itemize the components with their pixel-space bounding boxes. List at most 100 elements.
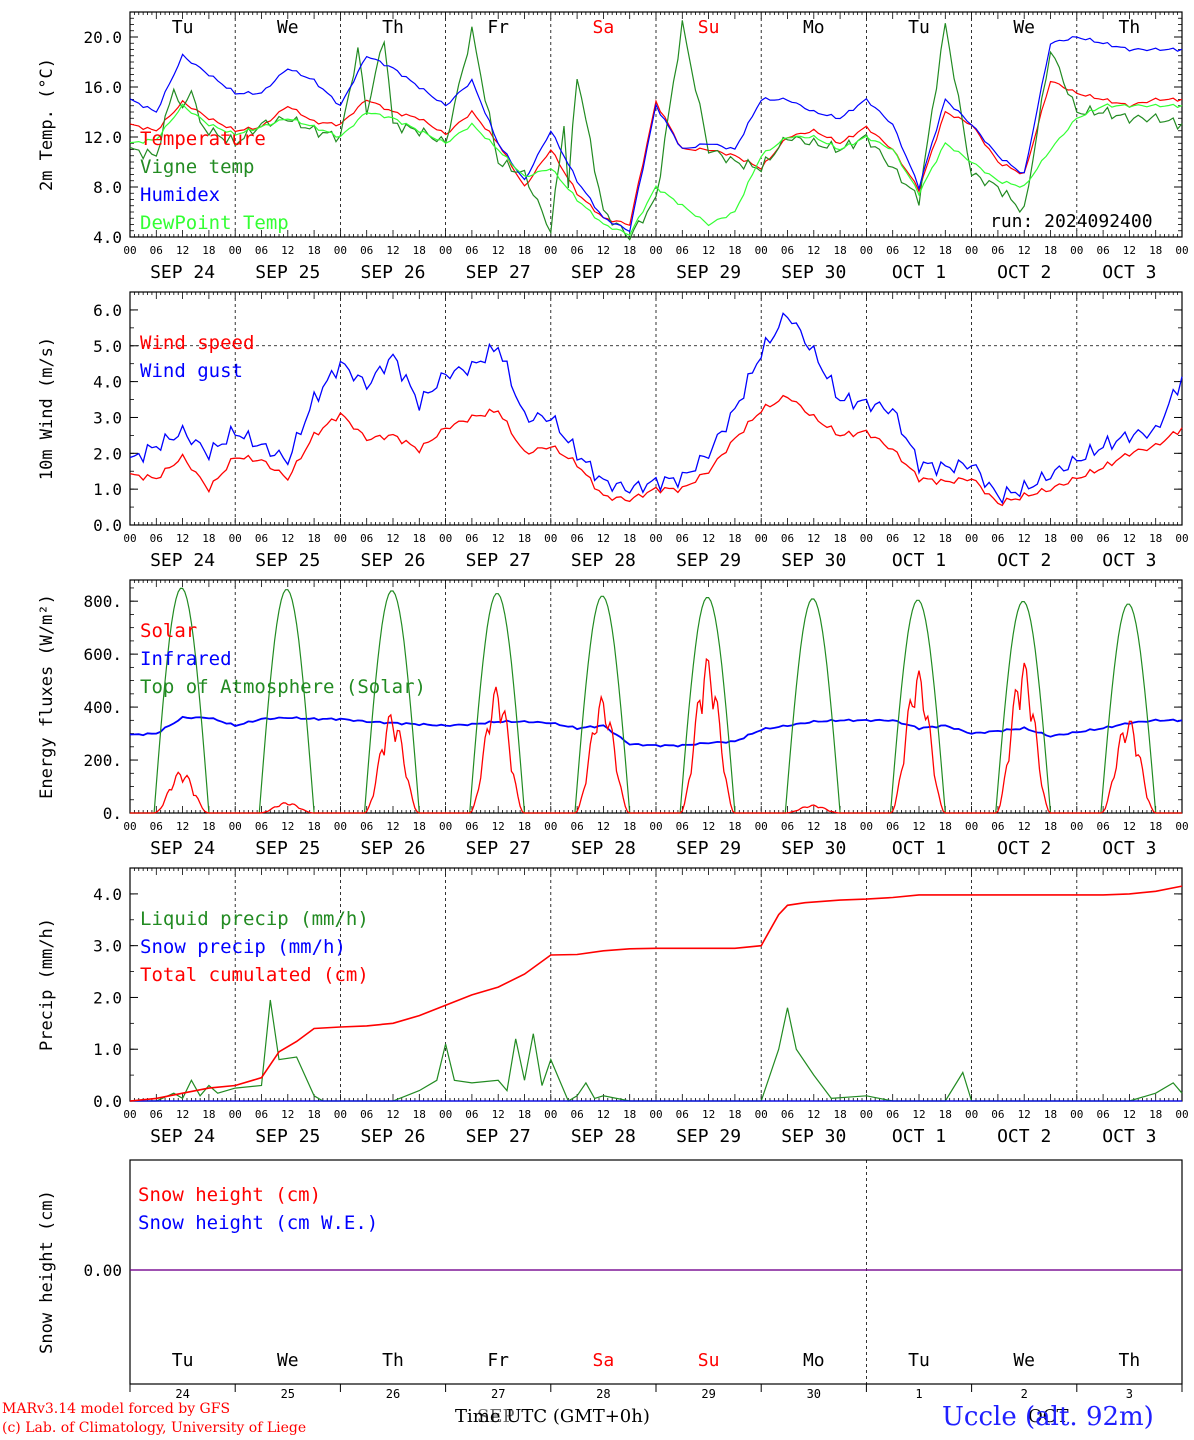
temp-panel-hour-label: 06	[676, 244, 689, 257]
legend-snow-height-cm-: Snow height (cm)	[138, 1184, 321, 1206]
energy-panel-hour-label: 18	[1149, 820, 1162, 833]
weekday-label: We	[1013, 17, 1035, 38]
precip-panel-hour-label: 06	[150, 1108, 163, 1121]
precip-panel-hour-label: 18	[728, 1108, 741, 1121]
temp-panel-hour-label: 18	[728, 244, 741, 257]
precip-panel-hour-label: 00	[544, 1108, 557, 1121]
wind-panel-hour-label: 18	[1149, 532, 1162, 545]
temp-panel-hour-label: 12	[492, 244, 505, 257]
precip-panel-hour-label: 18	[518, 1108, 531, 1121]
temp-panel-hour-label: 18	[307, 244, 320, 257]
precip-panel-hour-label: 18	[307, 1108, 320, 1121]
series-dewpoint-temp	[129, 103, 1183, 237]
snow-day-number: 28	[596, 1387, 610, 1401]
energy-panel-hour-label: 00	[123, 820, 136, 833]
energy-panel-hour-label: 06	[781, 820, 794, 833]
weekday-label: We	[277, 17, 299, 38]
legend-total-cumulated-cm-: Total cumulated (cm)	[140, 964, 369, 986]
energy-panel-hour-label: 06	[1096, 820, 1109, 833]
precip-panel-hour-label: 06	[360, 1108, 373, 1121]
wind-panel-hour-label: 18	[623, 532, 636, 545]
precip-panel-hour-label: 12	[492, 1108, 505, 1121]
temp-panel-hour-label: 12	[702, 244, 715, 257]
bottom-month-left: SEP	[477, 1406, 515, 1427]
wind-panel-hour-label: 00	[649, 532, 662, 545]
legend-wind-gust: Wind gust	[140, 360, 243, 382]
precip-panel-hour-label: 12	[807, 1108, 820, 1121]
precip-panel-hour-label: 12	[912, 1108, 925, 1121]
wind-panel-ytick-label: 6.0	[93, 301, 122, 320]
wind-panel-hour-label: 12	[597, 532, 610, 545]
temp-panel-ytick-label: 12.0	[83, 128, 122, 147]
precip-panel-date-label: OCT 1	[892, 1126, 946, 1147]
temp-panel-hour-label: 18	[1044, 244, 1057, 257]
energy-panel-hour-label: 00	[439, 820, 452, 833]
energy-panel-date-label: SEP 29	[676, 838, 741, 859]
precip-panel-date-label: OCT 3	[1102, 1126, 1156, 1147]
wind-panel-hour-label: 18	[202, 532, 215, 545]
snow-weekday-label: Fr	[487, 1350, 509, 1371]
precip-panel-hour-label: 06	[991, 1108, 1004, 1121]
temp-panel-date-label: SEP 30	[781, 262, 846, 283]
wind-panel-hour-label: 12	[1018, 532, 1031, 545]
snow-ytick-label: 0.00	[83, 1261, 122, 1280]
wind-panel-hour-label: 18	[728, 532, 741, 545]
energy-panel-hour-label: 18	[728, 820, 741, 833]
temp-panel-hour-label: 06	[150, 244, 163, 257]
snow-day-number: 1	[915, 1387, 922, 1401]
wind-panel-hour-label: 06	[676, 532, 689, 545]
weekday-label: Sa	[593, 17, 615, 38]
legend-top-of-atmosphere-solar-: Top of Atmosphere (Solar)	[140, 676, 426, 698]
series-infrared	[129, 715, 1183, 748]
precip-panel-hour-label: 00	[123, 1108, 136, 1121]
precip-panel-date-label: SEP 27	[466, 1126, 531, 1147]
snow-weekday-label: Mo	[803, 1350, 825, 1371]
wind-panel-hour-label: 06	[991, 532, 1004, 545]
precip-panel-date-label: SEP 25	[255, 1126, 320, 1147]
temp-panel-hour-label: 00	[1070, 244, 1083, 257]
wind-panel-hour-label: 18	[307, 532, 320, 545]
wind-panel-hour-label: 00	[544, 532, 557, 545]
precip-panel-hour-label: 00	[1070, 1108, 1083, 1121]
temp-panel-hour-label: 18	[623, 244, 636, 257]
energy-panel-ytick-label: 0.	[103, 804, 122, 823]
temp-panel-hour-label: 06	[570, 244, 583, 257]
energy-panel-hour-label: 06	[360, 820, 373, 833]
legend-liquid-precip-mm-h-: Liquid precip (mm/h)	[140, 908, 369, 930]
temp-panel-date-label: OCT 1	[892, 262, 946, 283]
precip-panel-hour-label: 12	[176, 1108, 189, 1121]
snow-day-number: 2	[1021, 1387, 1028, 1401]
energy-panel-hour-label: 00	[1175, 820, 1188, 833]
temp-panel-hour-label: 06	[991, 244, 1004, 257]
temp-panel-hour-label: 06	[1096, 244, 1109, 257]
precip-panel-hour-label: 18	[202, 1108, 215, 1121]
precip-panel-ytick-label: 3.0	[93, 937, 122, 956]
series-total-cumulated-cm-	[129, 885, 1183, 1102]
snow-weekday-label: Tu	[172, 1350, 194, 1371]
time-axis-label: Time UTC (GMT+0h)	[455, 1406, 650, 1427]
legend-temperature: Temperature	[140, 128, 266, 150]
wind-panel-hour-label: 00	[439, 532, 452, 545]
snow-day-number: 24	[175, 1387, 189, 1401]
precip-panel-hour-label: 12	[1123, 1108, 1136, 1121]
energy-panel-hour-label: 00	[649, 820, 662, 833]
energy-panel-hour-label: 18	[518, 820, 531, 833]
precip-panel-ytick-label: 1.0	[93, 1040, 122, 1059]
wind-panel-ylabel: 10m Wind (m/s)	[37, 337, 57, 480]
temp-panel-ytick-label: 16.0	[83, 78, 122, 97]
precip-panel-hour-label: 00	[229, 1108, 242, 1121]
energy-panel-hour-label: 00	[1070, 820, 1083, 833]
energy-panel-hour-label: 06	[570, 820, 583, 833]
wind-panel-hour-label: 00	[229, 532, 242, 545]
legend-humidex: Humidex	[140, 184, 220, 206]
temp-panel-frame	[129, 11, 1183, 238]
energy-panel-hour-label: 18	[833, 820, 846, 833]
wind-panel-ytick-label: 1.0	[93, 480, 122, 499]
temp-panel-date-label: OCT 3	[1102, 262, 1156, 283]
wind-panel-hour-label: 12	[807, 532, 820, 545]
energy-panel-hour-label: 06	[886, 820, 899, 833]
series-wind-speed	[129, 394, 1183, 507]
temp-panel-date-label: SEP 24	[150, 262, 215, 283]
energy-panel-hour-label: 06	[465, 820, 478, 833]
precip-panel-hour-label: 18	[833, 1108, 846, 1121]
